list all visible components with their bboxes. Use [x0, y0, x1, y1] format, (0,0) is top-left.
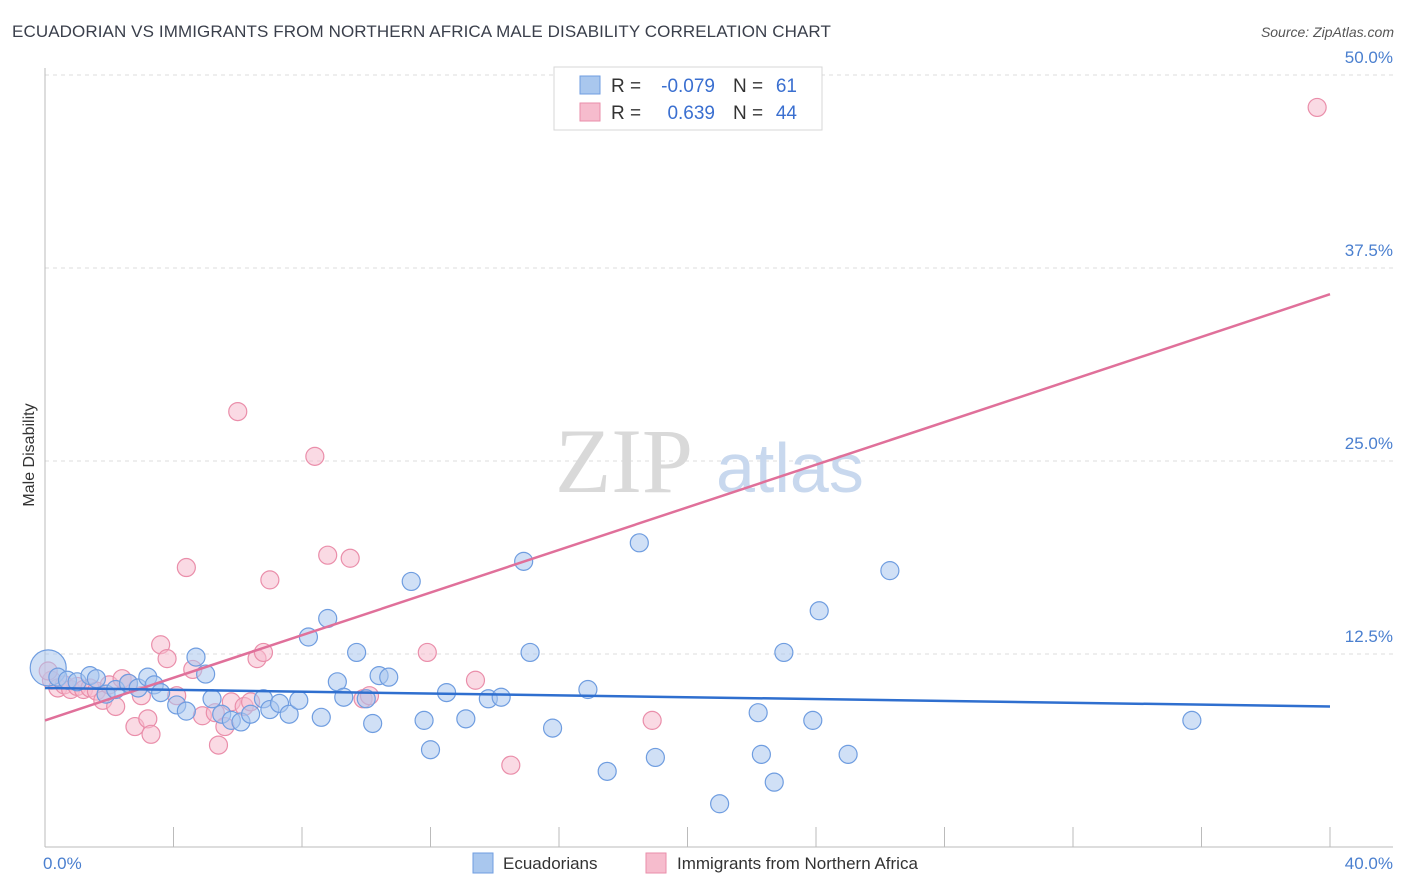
- bottom-legend-swatch-pink: [645, 852, 667, 874]
- ecuadorians-point: [645, 747, 665, 768]
- ecuadorians-point: [597, 761, 617, 781]
- ecuadorians-point: [420, 740, 441, 760]
- immigrants-point: [1307, 97, 1327, 118]
- ecuadorians-point: [414, 710, 434, 730]
- immigrants-point: [318, 545, 338, 565]
- ecuadorians-point: [764, 772, 784, 792]
- legend-n-label-pink: N =: [733, 103, 763, 124]
- trend-lines: [44, 293, 1331, 722]
- ecuadorians-point: [1182, 710, 1202, 730]
- watermark-zip: ZIP: [555, 410, 693, 512]
- bottom-legend-label-immigrants: Immigrants from Northern Africa: [677, 854, 918, 873]
- immigrants-point: [340, 548, 360, 568]
- y-tick-label: 12.5%: [1345, 627, 1393, 646]
- ecuadorians-point: [880, 561, 900, 581]
- trend-line-immigrants: [44, 293, 1331, 722]
- legend-r-value-blue: -0.079: [661, 76, 715, 97]
- axes: [44, 68, 1393, 848]
- immigrants-point: [642, 710, 662, 730]
- ecuadorians-point: [334, 687, 354, 707]
- ecuadorians-point: [751, 744, 771, 764]
- ecuadorians-point: [241, 704, 261, 724]
- legend-n-value-pink: 44: [776, 103, 798, 124]
- series-ecuadorians-points: [29, 533, 1202, 814]
- y-axis-title: Male Disability: [21, 403, 38, 506]
- x-tick-label-end: 40.0%: [1345, 854, 1393, 873]
- bottom-legend: Ecuadorians Immigrants from Northern Afr…: [472, 852, 918, 874]
- y-tick-labels: 12.5% 25.0% 37.5% 50.0%: [1345, 48, 1393, 646]
- ecuadorians-point: [774, 642, 794, 663]
- legend-n-label-blue: N =: [733, 76, 763, 97]
- legend-r-label-blue: R =: [611, 76, 641, 97]
- watermark: ZIP atlas: [555, 410, 864, 512]
- ecuadorians-point: [748, 703, 768, 723]
- grid-lines: [45, 74, 1393, 655]
- ecuadorians-point: [803, 710, 823, 730]
- legend-swatch-blue: [579, 75, 601, 95]
- immigrants-point: [141, 724, 161, 744]
- y-tick-label: 37.5%: [1345, 241, 1393, 260]
- chart-title: ECUADORIAN VS IMMIGRANTS FROM NORTHERN A…: [12, 22, 831, 41]
- ecuadorians-point: [363, 713, 383, 734]
- ecuadorians-point: [456, 709, 476, 729]
- immigrants-point: [501, 755, 521, 775]
- ecuadorians-point: [629, 533, 649, 553]
- ecuadorians-point: [86, 669, 107, 689]
- ecuadorians-point: [356, 689, 376, 709]
- immigrants-point: [253, 642, 274, 663]
- legend-n-value-blue: 61: [776, 76, 797, 97]
- immigrants-point: [260, 570, 280, 590]
- ecuadorians-point: [838, 744, 858, 764]
- immigrants-point: [138, 709, 158, 729]
- ecuadorians-point: [289, 690, 309, 710]
- immigrants-point: [417, 642, 437, 663]
- ecuadorians-point: [710, 794, 730, 814]
- ecuadorians-point: [578, 679, 598, 700]
- watermark-atlas: atlas: [716, 429, 864, 507]
- immigrants-point: [157, 649, 177, 669]
- immigrants-point: [305, 446, 325, 466]
- legend-r-label-pink: R =: [611, 103, 641, 124]
- ecuadorians-point: [401, 571, 421, 592]
- ecuadorians-point: [176, 701, 196, 721]
- legend-r-value-pink: 0.639: [667, 103, 715, 124]
- immigrants-point: [228, 401, 248, 422]
- bottom-legend-swatch-blue: [472, 852, 494, 874]
- bottom-legend-label-ecuadorians: Ecuadorians: [503, 854, 598, 873]
- immigrants-point: [465, 670, 486, 690]
- ecuadorians-point: [151, 682, 171, 703]
- ecuadorians-point: [279, 704, 299, 724]
- ecuadorians-point: [202, 689, 222, 709]
- immigrants-point: [208, 735, 229, 755]
- x-tick-label-start: 0.0%: [43, 854, 82, 873]
- ecuadorians-point: [491, 687, 511, 707]
- legend-swatch-pink: [579, 102, 601, 122]
- trend-line-ecuadorians: [44, 686, 1331, 708]
- immigrants-point: [176, 557, 196, 578]
- ecuadorians-point: [347, 642, 367, 663]
- ecuadorians-point: [186, 647, 206, 667]
- y-tick-label: 50.0%: [1345, 48, 1393, 67]
- ecuadorians-point: [542, 718, 563, 738]
- ecuadorians-point: [809, 601, 829, 621]
- ecuadorians-point: [311, 707, 331, 727]
- ecuadorians-point: [520, 642, 540, 663]
- legend-box: R = -0.079 N = 61 R = 0.639 N = 44: [553, 66, 823, 131]
- ecuadorians-point: [379, 667, 399, 687]
- y-tick-label: 25.0%: [1345, 434, 1393, 453]
- source-credit: Source: ZipAtlas.com: [1260, 24, 1394, 40]
